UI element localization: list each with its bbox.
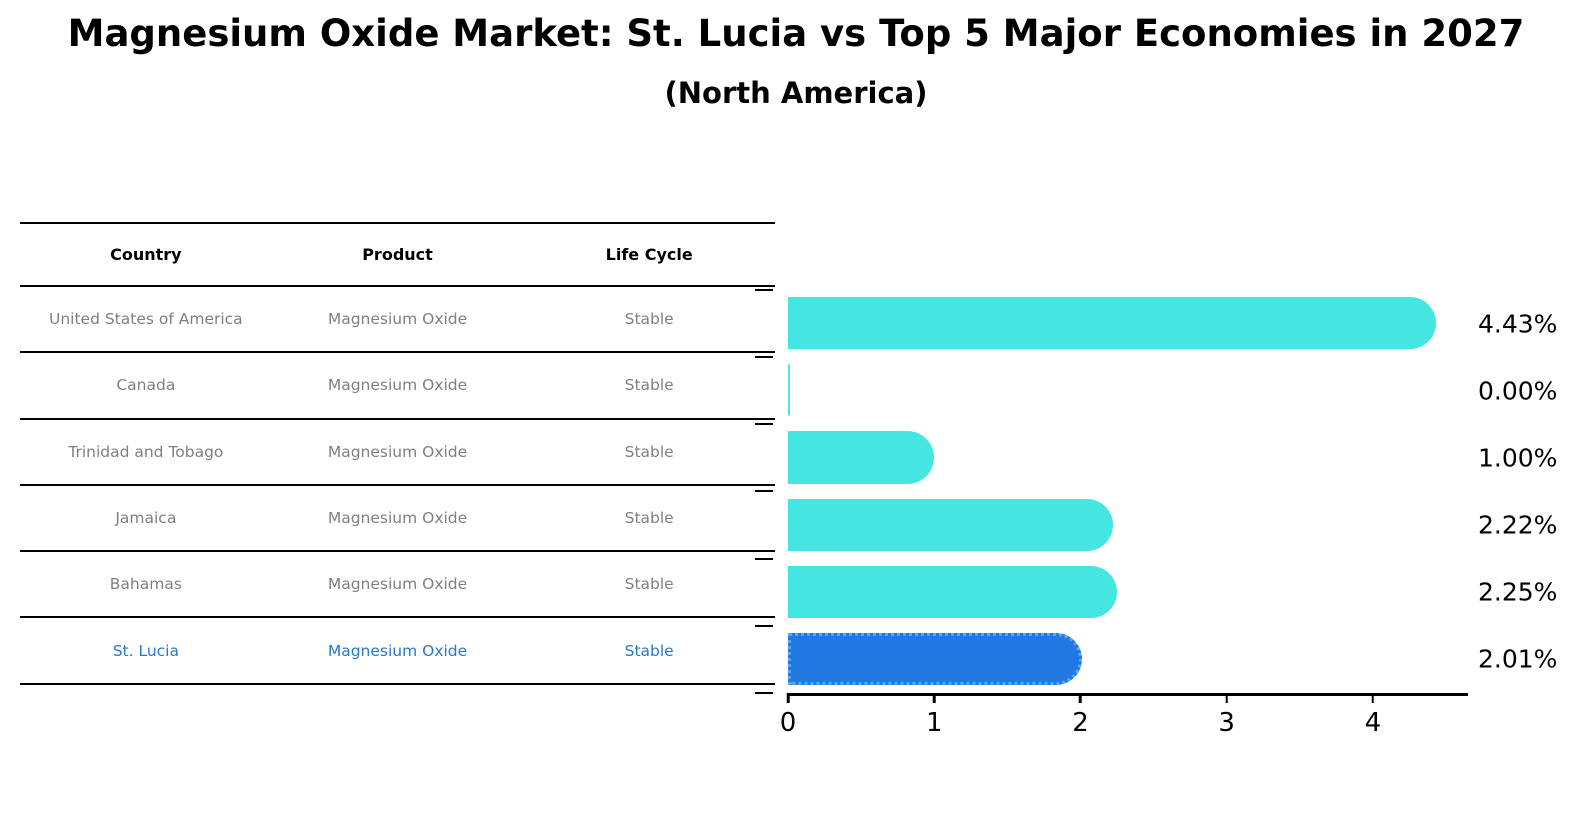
- y-tick: [755, 356, 773, 359]
- x-tick-mark: [786, 693, 790, 703]
- chart-title: Magnesium Oxide Market: St. Lucia vs Top…: [67, 12, 1525, 55]
- x-axis-line: [788, 693, 1468, 696]
- cell-country: Trinidad and Tobago: [68, 442, 224, 461]
- x-tick-label: 1: [925, 708, 943, 738]
- cell-life-cycle: Stable: [624, 509, 674, 528]
- x-tick-mark: [1079, 693, 1082, 703]
- y-tick: [755, 691, 773, 694]
- x-tick-label: 2: [1072, 708, 1089, 738]
- header-cell-product: Product: [362, 245, 433, 264]
- header-cell-country: Country: [110, 245, 182, 264]
- cell-product: Magnesium Oxide: [327, 575, 468, 594]
- bar-row: 2.01%: [788, 626, 1557, 693]
- bar-row: 4.43%: [788, 290, 1557, 357]
- value-label: 2.01%: [1478, 644, 1558, 674]
- country-table: Country Product Life Cycle United States…: [20, 222, 775, 685]
- x-tick-mark: [932, 693, 936, 703]
- y-tick: [755, 289, 773, 291]
- cell-country: St. Lucia: [112, 641, 179, 660]
- table-row: Bahamas Magnesium Oxide Stable: [20, 552, 775, 619]
- bar-row: 0.00%: [788, 357, 1557, 424]
- cell-country: Canada: [116, 376, 176, 395]
- y-tick: [755, 624, 773, 627]
- y-tick: [755, 490, 773, 493]
- cell-life-cycle: Stable: [624, 442, 674, 461]
- cell-product: Magnesium Oxide: [327, 310, 468, 329]
- value-label: 1.00%: [1478, 443, 1558, 473]
- chart-subtitle: (North America): [664, 76, 928, 110]
- value-label: 2.22%: [1478, 510, 1558, 540]
- value-label: 2.25%: [1478, 577, 1558, 607]
- x-tick: 2: [1072, 693, 1089, 738]
- cell-life-cycle: Stable: [624, 310, 674, 329]
- y-tick: [755, 557, 773, 560]
- table-row: Canada Magnesium Oxide Stable: [20, 353, 775, 420]
- cell-life-cycle: Stable: [624, 376, 674, 395]
- x-tick-label: 3: [1218, 708, 1235, 738]
- x-tick-mark: [1371, 693, 1375, 703]
- bar-jamaica: [788, 498, 1113, 551]
- x-tick-label: 4: [1364, 708, 1382, 738]
- cell-country: Jamaica: [115, 509, 177, 528]
- table-row-st-lucia: St. Lucia Magnesium Oxide Stable: [20, 618, 775, 685]
- x-tick: 4: [1364, 693, 1382, 738]
- cell-life-cycle: Stable: [624, 575, 674, 594]
- bar-row: 2.22%: [788, 492, 1557, 559]
- x-tick: 1: [926, 693, 943, 738]
- value-label: 4.43%: [1478, 309, 1558, 339]
- cell-product: Magnesium Oxide: [327, 509, 468, 528]
- y-tick: [755, 423, 773, 426]
- bar-canada: [788, 364, 791, 417]
- value-label: 0.00%: [1478, 376, 1558, 406]
- table-row: United States of America Magnesium Oxide…: [20, 287, 775, 354]
- x-tick: 0: [779, 693, 797, 738]
- bar-trinidad-and-tobago: [788, 431, 935, 484]
- y-axis-ticks: [755, 289, 773, 694]
- cell-country: Bahamas: [109, 575, 182, 594]
- cell-product: Magnesium Oxide: [327, 376, 468, 395]
- bar-united-states-of-america: [788, 297, 1436, 350]
- table-header-row: Country Product Life Cycle: [20, 222, 775, 287]
- bar-bahamas: [788, 565, 1118, 618]
- table-row: Jamaica Magnesium Oxide Stable: [20, 486, 775, 553]
- bar-chart-plot: 4.43% 0.00% 1.00% 2.22% 2.25% 2.01%: [755, 289, 1557, 738]
- cell-country: United States of America: [48, 310, 243, 329]
- cell-life-cycle: Stable: [624, 641, 674, 660]
- bar-row: 1.00%: [788, 424, 1557, 491]
- x-tick: 3: [1218, 693, 1235, 738]
- cell-product: Magnesium Oxide: [327, 442, 468, 461]
- table-row: Trinidad and Tobago Magnesium Oxide Stab…: [20, 420, 775, 486]
- x-tick-label: 0: [779, 708, 797, 738]
- bar-st-lucia: [788, 632, 1082, 686]
- x-tick-mark: [1225, 693, 1228, 703]
- header-cell-life-cycle: Life Cycle: [605, 245, 693, 264]
- bar-row: 2.25%: [788, 559, 1557, 626]
- cell-product: Magnesium Oxide: [327, 641, 468, 660]
- bars-container: 4.43% 0.00% 1.00% 2.22% 2.25% 2.01%: [788, 290, 1557, 693]
- x-axis: 0 1 2 3 4: [780, 693, 1468, 753]
